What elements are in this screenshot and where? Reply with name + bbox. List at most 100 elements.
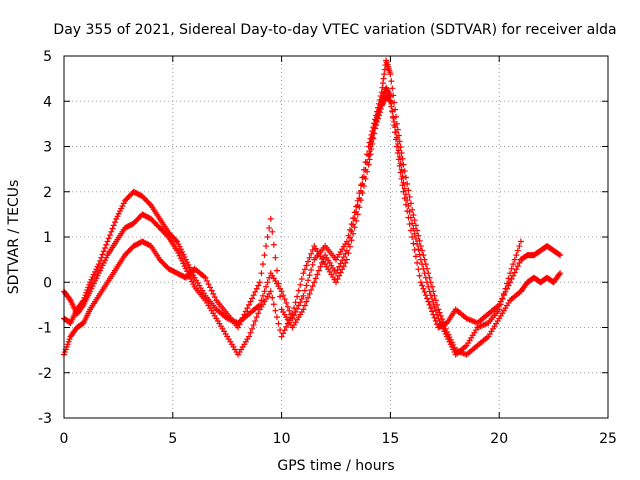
data-point-marker — [360, 173, 367, 180]
data-point-marker — [97, 257, 104, 264]
data-point-marker — [269, 228, 276, 235]
data-point-marker — [309, 246, 316, 253]
data-point-marker — [266, 274, 273, 281]
data-point-marker — [311, 279, 318, 286]
data-point-marker — [366, 156, 373, 163]
data-point-marker — [395, 156, 402, 163]
data-point-marker — [247, 298, 254, 305]
data-point-marker — [411, 217, 418, 224]
data-point-marker — [371, 125, 378, 132]
data-point-marker — [261, 288, 268, 295]
data-point-marker — [370, 135, 377, 142]
data-point-marker — [496, 301, 503, 308]
data-point-marker — [244, 305, 251, 312]
data-point-marker — [305, 277, 312, 284]
data-point-marker — [497, 298, 504, 305]
data-point-marker — [510, 272, 517, 279]
data-point-marker — [505, 282, 512, 289]
data-point-marker — [281, 327, 288, 334]
data-point-marker — [500, 292, 507, 299]
data-point-marker — [389, 107, 396, 114]
data-point-marker — [346, 234, 353, 241]
y-tick-labels: -3 -2 -1 0 1 2 3 4 5 — [38, 49, 52, 427]
data-point-marker — [511, 256, 518, 263]
data-point-marker — [289, 310, 296, 317]
data-point-marker — [507, 279, 514, 286]
data-point-marker — [431, 292, 438, 299]
data-point-marker — [388, 78, 395, 85]
data-point-marker — [258, 270, 265, 277]
data-point-marker — [396, 162, 403, 169]
grid-lines — [64, 56, 608, 418]
data-point-marker — [253, 285, 260, 292]
series-track-e — [517, 270, 564, 295]
data-point-marker — [239, 314, 246, 321]
data-point-marker — [305, 258, 312, 265]
data-point-marker — [510, 261, 517, 268]
data-point-marker — [107, 232, 114, 239]
data-point-marker — [280, 330, 287, 337]
data-point-marker — [273, 314, 280, 321]
y-tick-label: -2 — [38, 366, 52, 382]
data-point-marker — [369, 134, 376, 141]
data-point-marker — [164, 232, 171, 239]
data-point-marker — [421, 270, 428, 277]
data-point-marker — [336, 263, 343, 270]
data-point-marker — [373, 117, 380, 124]
data-point-marker — [353, 208, 360, 215]
data-point-marker — [334, 266, 341, 273]
data-point-marker — [340, 254, 347, 261]
data-point-marker — [245, 333, 252, 340]
data-point-marker — [414, 241, 421, 248]
data-point-marker — [513, 266, 520, 273]
data-point-marker — [306, 290, 313, 297]
data-point-marker — [393, 143, 400, 150]
data-point-marker — [241, 311, 248, 318]
data-point-marker — [342, 259, 349, 266]
data-point-marker — [317, 263, 324, 270]
data-point-marker — [266, 224, 273, 231]
data-point-marker — [394, 149, 401, 156]
chart-title: Day 355 of 2021, Sidereal Day-to-day VTE… — [53, 22, 616, 38]
data-point-marker — [517, 238, 524, 245]
data-point-marker — [172, 237, 179, 244]
data-point-marker — [426, 301, 433, 308]
data-point-marker — [264, 279, 271, 286]
data-point-marker — [258, 297, 265, 304]
data-point-marker — [513, 252, 520, 259]
data-point-marker — [236, 321, 243, 328]
data-point-marker — [419, 261, 426, 268]
data-point-marker — [110, 222, 117, 229]
data-point-marker — [270, 301, 277, 308]
data-point-marker — [556, 271, 563, 278]
x-tick-label: 25 — [599, 431, 617, 447]
data-point-marker — [280, 292, 287, 299]
data-point-marker — [499, 295, 506, 302]
data-point-marker — [399, 182, 406, 189]
data-point-marker — [419, 282, 426, 289]
data-point-marker — [425, 298, 432, 305]
y-axis-label: SDTVAR / TECUs — [6, 180, 22, 295]
y-tick-label: 2 — [43, 185, 52, 201]
data-point-marker — [359, 180, 366, 187]
data-point-marker — [390, 115, 397, 122]
data-point-marker — [267, 288, 274, 295]
data-point-marker — [249, 325, 256, 332]
x-tick-label: 0 — [60, 431, 69, 447]
data-point-marker — [315, 267, 322, 274]
data-point-marker — [308, 287, 315, 294]
data-point-marker — [275, 280, 282, 287]
data-point-marker — [267, 215, 274, 222]
data-point-marker — [255, 310, 262, 317]
data-point-marker — [301, 266, 308, 273]
data-point-marker — [66, 296, 73, 303]
data-point-marker — [392, 129, 399, 136]
data-point-marker — [334, 276, 341, 283]
data-point-marker — [283, 323, 290, 330]
data-point-marker — [372, 120, 379, 127]
data-point-marker — [514, 263, 521, 270]
data-point-marker — [389, 85, 396, 92]
data-point-marker — [339, 257, 346, 264]
data-point-marker — [111, 219, 118, 226]
data-point-marker — [294, 293, 301, 300]
